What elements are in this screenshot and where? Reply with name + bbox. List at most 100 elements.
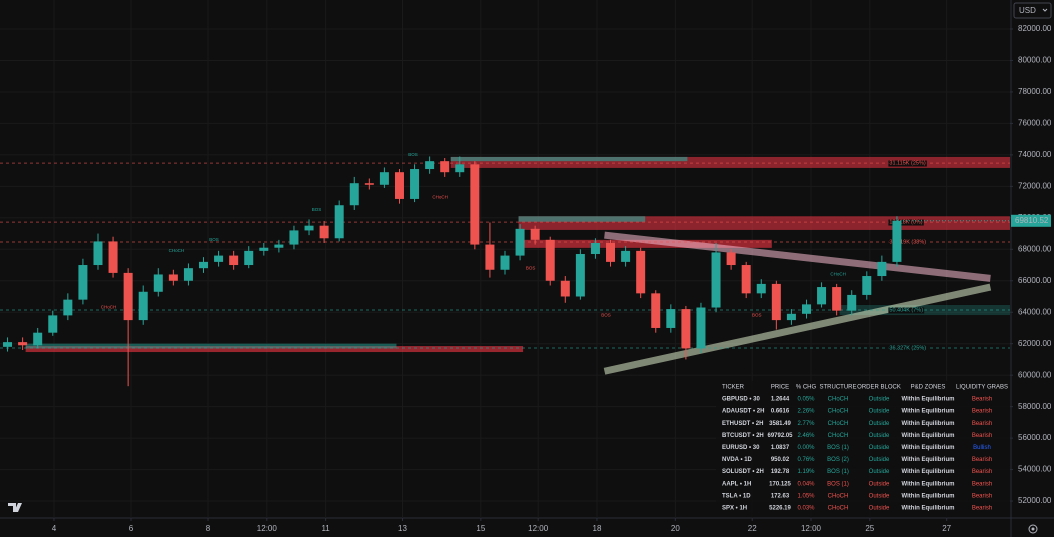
table-cell: 172.63 bbox=[771, 493, 790, 499]
x-tick-label: 25 bbox=[865, 524, 874, 533]
x-tick-label: 4 bbox=[52, 524, 57, 533]
settings-icon[interactable] bbox=[1028, 524, 1038, 534]
table-cell: 0.05% bbox=[797, 397, 815, 403]
y-tick-label: 72000.00 bbox=[1018, 181, 1052, 190]
table-cell: CHoCH bbox=[828, 505, 849, 511]
level-label: 36.327K (25%) bbox=[889, 345, 926, 351]
candle-body bbox=[681, 309, 691, 349]
candle-body bbox=[817, 287, 827, 305]
candle-body bbox=[726, 252, 736, 266]
candle-body bbox=[756, 283, 766, 294]
y-tick-label: 64000.00 bbox=[1018, 307, 1052, 316]
zone bbox=[518, 216, 646, 222]
table-cell: 0.03% bbox=[797, 505, 815, 511]
currency-label[interactable]: USD bbox=[1019, 6, 1036, 15]
candle-body bbox=[862, 276, 872, 295]
table-cell: Within Equilibrium bbox=[902, 481, 955, 487]
candle-body bbox=[48, 315, 58, 333]
candle-body bbox=[832, 287, 842, 311]
candle-body bbox=[786, 313, 796, 321]
table-cell: 0.6616 bbox=[771, 409, 790, 415]
candle-body bbox=[123, 272, 133, 321]
structure-label: BOS bbox=[408, 152, 418, 157]
currency-box[interactable] bbox=[1013, 2, 1052, 19]
y-tick-label: 76000.00 bbox=[1018, 119, 1052, 128]
table-cell: GBPUSD • 30 bbox=[722, 397, 760, 403]
candle-body bbox=[470, 164, 480, 245]
candle-body bbox=[801, 304, 811, 314]
table-cell: BOS (1) bbox=[827, 481, 849, 487]
y-tick-label: 80000.00 bbox=[1018, 56, 1052, 65]
table-cell: Bearish bbox=[972, 505, 992, 511]
table-cell: Within Equilibrium bbox=[902, 397, 955, 403]
currency-button[interactable]: USD bbox=[1013, 2, 1052, 19]
table-cell: Bearish bbox=[972, 457, 992, 463]
table-header: P&D ZONES bbox=[911, 385, 946, 391]
candle-body bbox=[33, 332, 43, 346]
candle-body bbox=[651, 293, 661, 328]
table-cell: ADAUSDT • 2H bbox=[722, 409, 764, 415]
level-label: 36.919K (38%) bbox=[889, 240, 926, 246]
table-cell: Bearish bbox=[972, 493, 992, 499]
structure-label: CHoCH bbox=[432, 195, 448, 200]
structure-label: BOS bbox=[752, 313, 762, 318]
table-cell: 2.46% bbox=[797, 433, 815, 439]
level-label: 31.115K (25%) bbox=[889, 161, 925, 167]
last-price-tag bbox=[1011, 214, 1051, 227]
last-price-label: 69810.52 bbox=[1015, 216, 1049, 225]
table-cell: Bearish bbox=[972, 421, 992, 427]
zone bbox=[450, 156, 688, 162]
candle-body bbox=[274, 244, 284, 248]
table-cell: Outside bbox=[869, 397, 890, 403]
level-label-bg bbox=[888, 160, 927, 167]
table-cell: CHoCH bbox=[828, 493, 849, 499]
table-cell: TSLA • 1D bbox=[722, 493, 751, 499]
table-cell: Within Equilibrium bbox=[902, 421, 955, 427]
table-cell: Outside bbox=[869, 493, 890, 499]
candle-body bbox=[394, 172, 404, 199]
structure-label: CHoCH bbox=[169, 248, 185, 253]
candle-body bbox=[500, 255, 510, 270]
table-cell: 3581.49 bbox=[769, 421, 791, 427]
settings-button[interactable] bbox=[1028, 524, 1038, 534]
table-cell: Outside bbox=[869, 505, 890, 511]
table-cell: 170.125 bbox=[769, 481, 791, 487]
table-background bbox=[716, 381, 1010, 517]
structure-label: CHoCH bbox=[101, 305, 117, 310]
candle-body bbox=[892, 220, 902, 262]
labels-layer: CHoCH CHoCH BOS BOS BOS CHoCH BOS BOS BOS CHoCH bbox=[101, 152, 846, 317]
candle-body bbox=[138, 291, 148, 321]
logo-shape bbox=[8, 503, 22, 512]
zone bbox=[450, 156, 1011, 168]
y-tick-label: 74000.00 bbox=[1018, 150, 1052, 159]
candle-body bbox=[711, 252, 721, 308]
table-cell: CHoCH bbox=[828, 409, 849, 415]
candle-body bbox=[455, 164, 465, 173]
table-cell: BOS (1) bbox=[827, 445, 849, 451]
table-cell: 1.05% bbox=[797, 493, 815, 499]
table-cell: 2.26% bbox=[797, 409, 815, 415]
settings-dot bbox=[1031, 527, 1035, 531]
candle-body bbox=[349, 183, 359, 206]
zone bbox=[25, 343, 397, 349]
candle-body bbox=[410, 169, 420, 199]
table-cell: 0.76% bbox=[797, 457, 815, 463]
table-cell: Within Equilibrium bbox=[902, 445, 955, 451]
table-header: % CHG bbox=[796, 385, 817, 391]
table-cell: Within Equilibrium bbox=[902, 505, 955, 511]
candle-body bbox=[666, 309, 676, 328]
candle-body bbox=[696, 307, 706, 349]
table-cell: Outside bbox=[869, 469, 890, 475]
x-tick-label: 15 bbox=[476, 524, 485, 533]
level-label: 50.404K (7%) bbox=[889, 307, 923, 313]
table-cell: Outside bbox=[869, 445, 890, 451]
candle-body bbox=[289, 230, 299, 245]
y-tick-label: 56000.00 bbox=[1018, 433, 1052, 442]
table-header: LIQUIDITY GRABS bbox=[956, 385, 1008, 391]
table-cell: BOS (2) bbox=[827, 457, 849, 463]
candle-body bbox=[244, 250, 254, 266]
table-header: PRICE bbox=[771, 385, 789, 391]
table-cell: Outside bbox=[869, 457, 890, 463]
y-tick-label: 78000.00 bbox=[1018, 87, 1052, 96]
